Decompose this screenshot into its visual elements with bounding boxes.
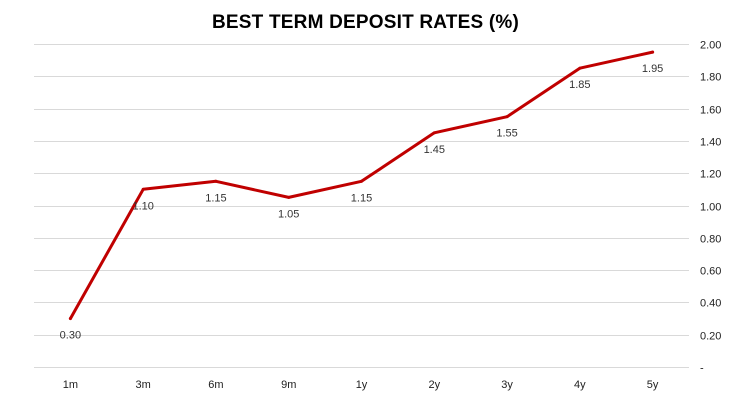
x-tick-label: 6m: [208, 379, 223, 391]
data-label: 1.05: [278, 208, 299, 220]
y-tick-label: 2.00: [700, 40, 721, 52]
x-tick-label: 1y: [356, 379, 368, 391]
data-point: [505, 115, 509, 119]
x-tick-label: 9m: [281, 379, 296, 391]
data-label: 1.85: [569, 79, 590, 91]
y-axis-ticks: - 0.20 0.40 0.60 0.80 1.00 1.20 1.40 1.60 1.80 2.0…: [700, 40, 721, 375]
y-tick-label: 0.80: [700, 234, 721, 246]
data-label: 1.95: [642, 63, 663, 75]
x-tick-label: 3m: [136, 379, 151, 391]
y-tick-label: 0.60: [700, 266, 721, 278]
x-tick-label: 1m: [63, 379, 78, 391]
data-point: [287, 195, 291, 199]
data-point: [141, 187, 145, 191]
x-axis-ticks: 1m 3m 6m 9m 1y 2y 3y 4y 5y: [63, 379, 659, 391]
y-tick-label: 1.40: [700, 137, 721, 149]
y-tick-label: 0.40: [700, 298, 721, 310]
data-point: [214, 179, 218, 183]
data-label: 1.15: [205, 192, 226, 204]
x-tick-label: 4y: [574, 379, 586, 391]
data-label: 1.55: [496, 128, 517, 140]
x-tick-label: 5y: [647, 379, 659, 391]
y-tick-label: 1.20: [700, 169, 721, 181]
series-deposit-rates: [68, 50, 655, 321]
data-label: 1.45: [424, 144, 445, 156]
data-label: 1.15: [351, 192, 372, 204]
y-tick-label: 1.60: [700, 105, 721, 117]
gridlines: [34, 44, 689, 368]
x-tick-label: 3y: [501, 379, 513, 391]
chart-title: BEST TERM DEPOSIT RATES (%): [212, 12, 519, 33]
data-point: [578, 66, 582, 70]
data-label: 1.10: [132, 200, 153, 212]
y-tick-label: 1.80: [700, 72, 721, 84]
y-tick-label: 0.20: [700, 331, 721, 343]
data-labels: 0.30 1.10 1.15 1.05 1.15 1.45 1.55 1.85 1.95: [60, 63, 664, 341]
series-line: [68, 50, 655, 321]
y-tick-label: 1.00: [700, 202, 721, 214]
data-label: 0.30: [60, 330, 81, 342]
data-point: [68, 317, 72, 321]
x-tick-label: 2y: [428, 379, 440, 391]
data-point: [432, 131, 436, 135]
data-point: [651, 50, 655, 54]
data-point: [360, 179, 363, 183]
y-tick-label: -: [700, 363, 704, 375]
